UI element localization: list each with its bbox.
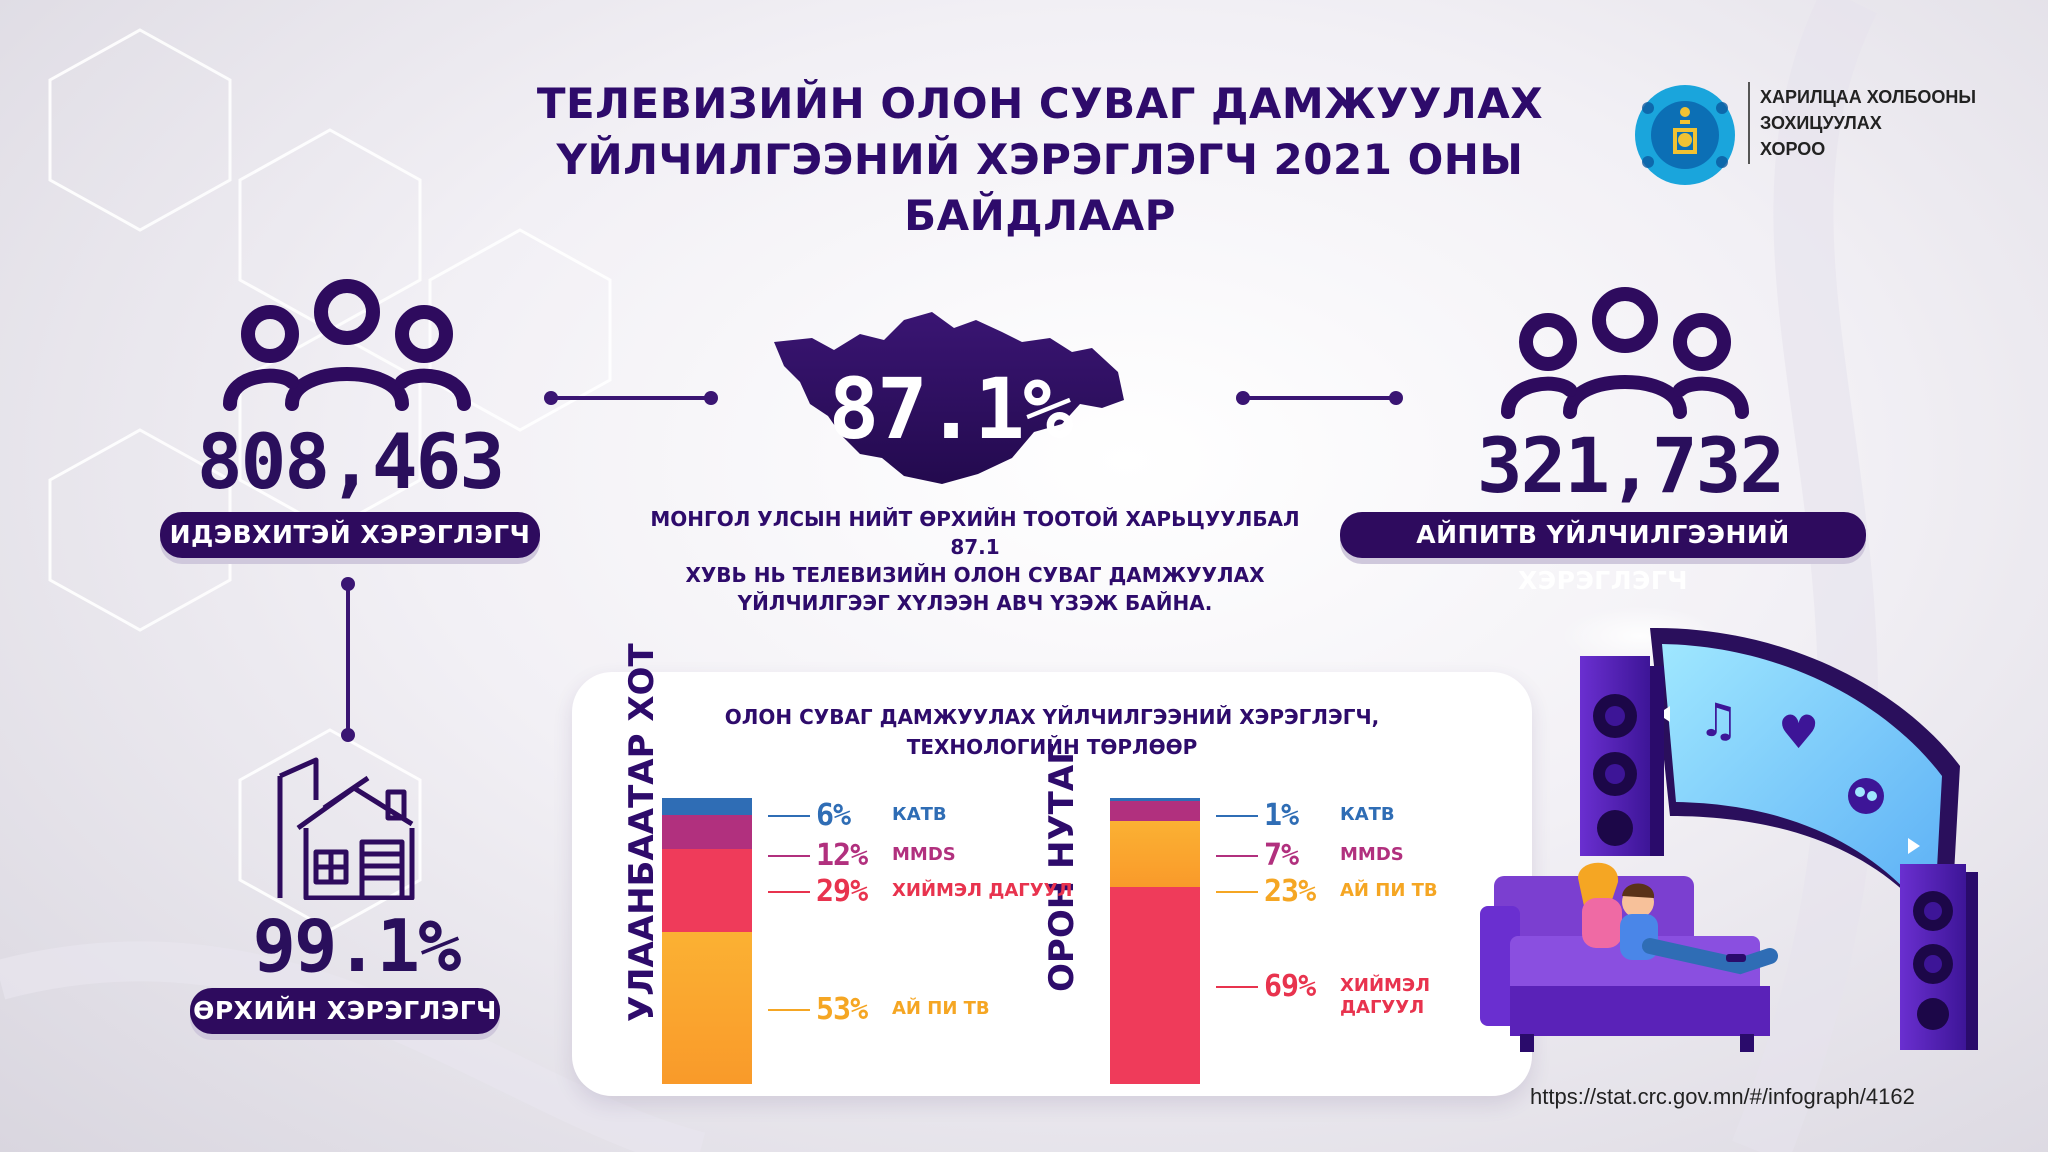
coverage-description-line-2: ХУВЬ НЬ ТЕЛЕВИЗИЙН ОЛОН СУВАГ ДАМЖУУЛАХ: [685, 563, 1265, 587]
leader-line: [1216, 986, 1258, 989]
coverage-description-line-3: ҮЙЛЧИЛГЭЭГ ХҮЛЭЭН АВЧ ҮЗЭЖ БАЙНА.: [737, 591, 1213, 615]
chart-title: ОЛОН СУВАГ ДАМЖУУЛАХ ҮЙЛЧИЛГЭЭНИЙ ХЭРЭГЛ…: [572, 702, 1532, 762]
leader-line: [768, 855, 810, 857]
connector-dot: [704, 391, 718, 405]
bar-segment: [662, 932, 752, 1084]
leader-line: [768, 815, 810, 817]
tv-scene-illustration: ♫ ♥: [1480, 606, 1978, 1052]
iptv-users-label: АЙПИТВ ҮЙЛЧИЛГЭЭНИЙ ХЭРЭГЛЭГЧ: [1340, 512, 1866, 595]
segment-percent-label: 53%: [816, 992, 868, 1028]
segment-category-label: MMDS: [892, 844, 956, 865]
segment-percent-label: 69%: [1264, 969, 1316, 1005]
segment-percent-label: 12%: [816, 838, 868, 873]
mongolia-map-icon: [774, 312, 1124, 484]
bar-segment: [662, 815, 752, 850]
connector-line: [1243, 396, 1396, 400]
logo-divider: [1748, 82, 1750, 164]
connector-line: [346, 584, 350, 732]
coverage-value: 87.1%: [828, 360, 1074, 458]
bar-segment: [662, 849, 752, 933]
bar-segment: [1110, 886, 1200, 1084]
page-title: ТЕЛЕВИЗИЙН ОЛОН СУВАГ ДАМЖУУЛАХ ҮЙЛЧИЛГЭ…: [520, 76, 1560, 244]
active-users-label: ИДЭВХИТЭЙ ХЭРЭГЛЭГЧ: [160, 512, 540, 558]
segment-category-label: АЙ ПИ ТВ: [892, 998, 990, 1020]
segment-category-label: ХИЙМЭЛ ДАГУУЛ: [1340, 975, 1431, 1019]
household-users-label: ӨРХИЙН ХЭРЭГЛЭГЧ: [190, 988, 500, 1034]
house-icon: [277, 757, 415, 900]
iptv-users-icon: [1501, 287, 1749, 419]
svg-text:♫: ♫: [1698, 693, 1739, 747]
leader-line: [768, 891, 810, 893]
coverage-description-line-1: МОНГОЛ УЛСЫН НИЙТ ӨРХИЙН ТООТОЙ ХАРЬЦУУЛ…: [650, 507, 1300, 559]
title-line-1: ТЕЛЕВИЗИЙН ОЛОН СУВАГ ДАМЖУУЛАХ: [536, 79, 1544, 128]
bar-segment: [1110, 820, 1200, 887]
active-users-value: 808,463: [196, 417, 505, 506]
technology-chart-card: ОЛОН СУВАГ ДАМЖУУЛАХ ҮЙЛЧИЛГЭЭНИЙ ХЭРЭГЛ…: [572, 643, 1532, 1096]
logo-text-line-2: ЗОХИЦУУЛАХ: [1760, 113, 1882, 133]
leader-line: [1216, 815, 1258, 817]
bar-segment: [662, 798, 752, 816]
leader-line: [1216, 891, 1258, 893]
title-line-2: ҮЙЛЧИЛГЭЭНИЙ ХЭРЭГЛЭГЧ 2021 ОНЫ БАЙДЛААР: [556, 135, 1524, 240]
chart-title-line-1: ОЛОН СУВАГ ДАМЖУУЛАХ ҮЙЛЧИЛГЭЭНИЙ ХЭРЭГЛ…: [724, 705, 1380, 729]
segment-percent-label: 29%: [816, 874, 868, 909]
chart-subtitle: ТЕХНОЛОГИЙН ТӨРЛӨӨР: [906, 735, 1198, 759]
segment-category-label: ХИЙМЭЛ ДАГУУЛ: [892, 880, 1073, 901]
logo-text-line-1: ХАРИЛЦАА ХОЛБООНЫ: [1760, 87, 1977, 107]
segment-category-label: MMDS: [1340, 844, 1404, 865]
leader-line: [1216, 855, 1258, 857]
svg-text:♥: ♥: [1778, 705, 1819, 759]
source-url[interactable]: https://stat.crc.gov.mn/#/infograph/4162: [1530, 1084, 1915, 1109]
bar-segment: [1110, 800, 1200, 821]
users-group-icon: [223, 279, 471, 411]
connector-line: [551, 396, 711, 400]
segment-percent-label: 1%: [1264, 798, 1299, 833]
coverage-description: МОНГОЛ УЛСЫН НИЙТ ӨРХИЙН ТООТОЙ ХАРЬЦУУЛ…: [650, 505, 1300, 617]
connector-dot: [1389, 391, 1403, 405]
logo-text-line-3: ХОРОО: [1760, 139, 1826, 159]
segment-category-label: КАТВ: [892, 804, 947, 825]
bar-segment: [1110, 798, 1200, 801]
segment-category-label: КАТВ: [1340, 804, 1395, 825]
segment-percent-label: 7%: [1264, 838, 1299, 873]
household-users-value: 99.1%: [252, 904, 462, 988]
bar-label-ulaanbaatar: УЛААНБААТАР ХОТ: [622, 643, 662, 1022]
iptv-users-value: 321,732: [1476, 421, 1785, 510]
segment-percent-label: 23%: [1264, 874, 1316, 909]
connector-dot: [341, 728, 355, 742]
leader-line: [768, 1009, 810, 1012]
crc-logo-icon: [1635, 85, 1735, 185]
segment-percent-label: 6%: [816, 798, 851, 833]
segment-category-label: АЙ ПИ ТВ: [1340, 880, 1438, 901]
logo-text: ХАРИЛЦАА ХОЛБООНЫ ЗОХИЦУУЛАХ ХОРОО: [1760, 84, 1976, 162]
